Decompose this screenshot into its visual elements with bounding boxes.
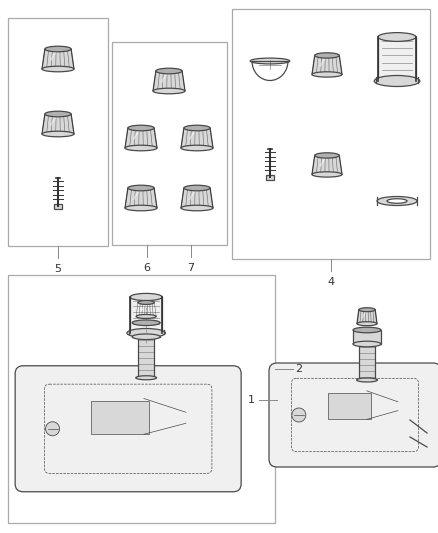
Bar: [359, 344, 375, 380]
Ellipse shape: [181, 205, 213, 211]
Bar: [378, 37, 416, 81]
Ellipse shape: [312, 172, 342, 177]
Polygon shape: [357, 310, 377, 324]
Ellipse shape: [138, 301, 154, 304]
Ellipse shape: [377, 197, 417, 206]
Ellipse shape: [357, 322, 377, 326]
Polygon shape: [125, 128, 157, 148]
Ellipse shape: [42, 131, 74, 137]
Ellipse shape: [45, 111, 71, 117]
Ellipse shape: [156, 68, 182, 74]
Polygon shape: [181, 188, 213, 208]
Ellipse shape: [42, 66, 74, 72]
Ellipse shape: [314, 153, 339, 158]
Ellipse shape: [132, 334, 160, 340]
Ellipse shape: [136, 376, 156, 379]
Ellipse shape: [153, 88, 185, 94]
Polygon shape: [42, 49, 74, 69]
Bar: [232, 9, 430, 259]
Ellipse shape: [250, 58, 290, 64]
Ellipse shape: [132, 320, 160, 326]
Ellipse shape: [359, 308, 375, 312]
Text: 6: 6: [144, 263, 151, 273]
Ellipse shape: [128, 125, 154, 131]
Text: 7: 7: [187, 263, 194, 273]
Polygon shape: [312, 156, 342, 174]
Ellipse shape: [127, 328, 166, 337]
Bar: [328, 393, 371, 419]
Ellipse shape: [374, 76, 420, 86]
Bar: [112, 42, 227, 245]
Ellipse shape: [314, 53, 339, 58]
Ellipse shape: [184, 185, 210, 191]
Polygon shape: [153, 71, 185, 91]
Ellipse shape: [378, 33, 416, 42]
Text: 5: 5: [54, 264, 61, 274]
Text: 4: 4: [328, 277, 335, 287]
Ellipse shape: [357, 378, 378, 382]
Bar: [54, 204, 62, 209]
Polygon shape: [42, 114, 74, 134]
Ellipse shape: [125, 145, 157, 151]
Ellipse shape: [130, 293, 162, 301]
Bar: [8, 275, 275, 523]
Ellipse shape: [312, 72, 342, 77]
Text: 1: 1: [248, 395, 255, 405]
Ellipse shape: [181, 145, 213, 151]
Bar: [138, 337, 154, 378]
Ellipse shape: [125, 205, 157, 211]
Polygon shape: [312, 55, 342, 75]
FancyBboxPatch shape: [269, 363, 438, 467]
Bar: [92, 401, 149, 434]
Circle shape: [292, 408, 306, 422]
Polygon shape: [181, 128, 213, 148]
Polygon shape: [125, 188, 157, 208]
Bar: [130, 297, 162, 333]
Ellipse shape: [45, 46, 71, 52]
Ellipse shape: [184, 125, 210, 131]
Circle shape: [46, 422, 60, 436]
Ellipse shape: [387, 199, 407, 203]
Bar: [266, 175, 274, 180]
FancyBboxPatch shape: [15, 366, 241, 492]
Ellipse shape: [353, 327, 381, 333]
Ellipse shape: [353, 341, 381, 347]
Polygon shape: [136, 302, 156, 317]
Bar: [8, 18, 108, 246]
Bar: [132, 323, 160, 337]
Bar: [353, 330, 381, 344]
Ellipse shape: [136, 314, 156, 318]
Text: 2: 2: [295, 364, 302, 374]
Ellipse shape: [128, 185, 154, 191]
